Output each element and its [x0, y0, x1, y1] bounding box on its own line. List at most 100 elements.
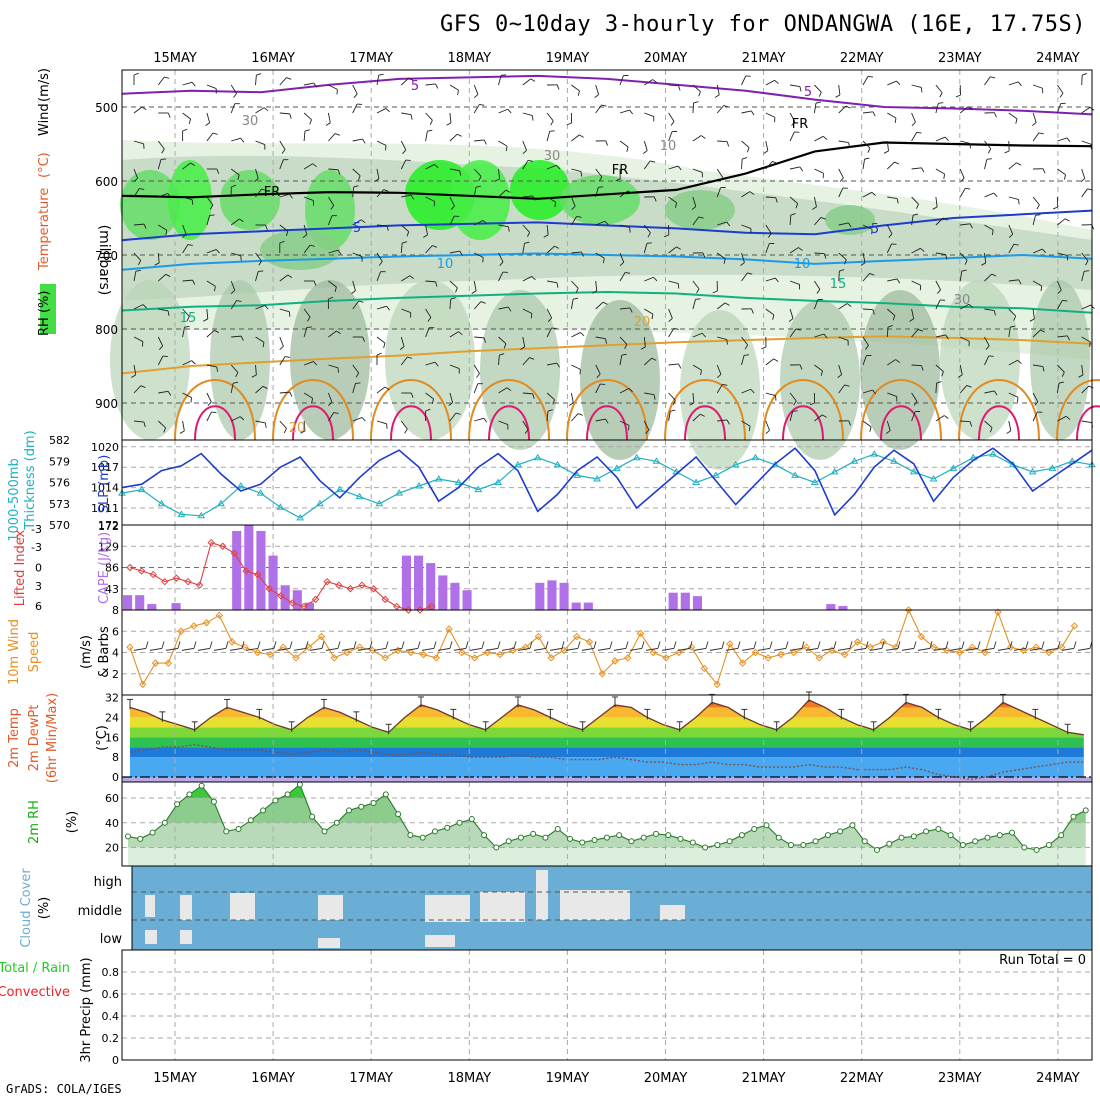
- wind-barb-flag: [677, 283, 680, 289]
- rh-marker: [1070, 813, 1077, 820]
- rh-marker: [309, 813, 316, 820]
- wind-barb: [230, 300, 237, 310]
- surface-wind-barb: [757, 647, 771, 651]
- thickness-marker: [553, 460, 562, 468]
- li-marker: [230, 549, 239, 558]
- isotherm-arc-30: [488, 405, 530, 441]
- wind-barb-flag: [530, 78, 536, 82]
- wind-barb-flag: [1042, 366, 1045, 372]
- wind-barb-flag: [406, 231, 410, 237]
- surface-wind-barb-flag: [353, 641, 357, 649]
- wind-barb-flag: [872, 309, 875, 315]
- contour-label: 15: [830, 277, 847, 292]
- wind-barb: [1057, 84, 1064, 94]
- wind-barb-flag: [1040, 285, 1043, 292]
- rh-marker: [910, 833, 917, 840]
- wind-barb: [814, 414, 823, 422]
- wind-barb: [133, 168, 139, 179]
- wind-barb: [643, 160, 651, 170]
- wind-barb: [1081, 107, 1091, 114]
- wind-barb-flag: [871, 191, 876, 196]
- wind-barb: [595, 104, 602, 114]
- li-marker: [393, 602, 401, 611]
- wind-barb: [473, 383, 479, 394]
- wind-barb-flag: [289, 193, 293, 199]
- rh-marker: [382, 791, 389, 798]
- wind-barb-flag: [182, 128, 188, 132]
- wind-barb: [862, 76, 869, 86]
- bottom-day-label: 19MAY: [546, 1071, 590, 1086]
- top-day-label: 21MAY: [742, 51, 786, 66]
- wind-barb: [546, 308, 553, 319]
- wind-barb: [230, 103, 236, 114]
- rh-marker: [763, 822, 770, 829]
- top-day-label: 22MAY: [840, 51, 884, 66]
- wind-barb: [498, 189, 507, 198]
- wind-tick-label: 2: [112, 668, 119, 681]
- temp-tick-label: 24: [105, 711, 119, 724]
- wind-barb: [813, 299, 819, 310]
- wind-barb-flag: [214, 329, 219, 333]
- wind-barb: [814, 333, 825, 338]
- wind-barb-flag: [556, 282, 559, 288]
- wind-barb: [279, 193, 290, 198]
- thickness-marker: [197, 511, 206, 519]
- wind-barb-flag: [626, 146, 629, 152]
- wind-barb: [1032, 392, 1039, 403]
- wind-barb: [789, 196, 798, 204]
- wind-barb: [619, 355, 623, 366]
- wind-barb: [157, 159, 162, 170]
- thickness-marker: [573, 471, 582, 478]
- wind-barb-flag: [499, 353, 505, 356]
- surface-wind-barb: [245, 647, 259, 651]
- wind-barb-flag: [1017, 359, 1022, 364]
- li-marker: [161, 577, 169, 586]
- isotherm-arc-25: [174, 379, 256, 441]
- wind-barb-flag: [258, 260, 262, 266]
- thickness-marker: [1028, 467, 1037, 475]
- wind-barb: [133, 304, 144, 310]
- temp-ylabel-1: 2m Temp: [7, 708, 22, 768]
- wind-barb-flag: [750, 110, 755, 116]
- wind-barb: [717, 221, 727, 226]
- contour-label: 5: [353, 221, 361, 236]
- wind-barb-flag: [479, 103, 485, 106]
- bottom-day-label: 23MAY: [938, 1071, 982, 1086]
- surface-wind-barb-flag: [1009, 641, 1013, 649]
- wind-barb: [376, 75, 380, 86]
- wind-speed-marker: [317, 632, 326, 641]
- wind-barb-flag: [663, 234, 669, 238]
- li-marker: [253, 570, 262, 579]
- thickness-marker: [613, 464, 621, 471]
- rh-marker: [788, 842, 795, 848]
- wind-barb: [935, 334, 946, 338]
- wind-barb-flag: [763, 150, 769, 154]
- wind-barb-flag: [751, 308, 754, 314]
- wind-barb-flag: [285, 356, 291, 358]
- cloud-block: [536, 870, 548, 920]
- rh-marker: [174, 801, 181, 808]
- thickness-marker: [494, 478, 503, 485]
- wind-barb: [1057, 218, 1066, 226]
- wind-speed-marker: [649, 648, 657, 657]
- cloud-level-low: low: [100, 932, 123, 947]
- surface-wind-barb: [565, 647, 579, 651]
- wind-barb-flag: [374, 178, 380, 182]
- wind-barb-flag: [556, 362, 560, 368]
- wind-barb-flag: [455, 287, 458, 293]
- isotherm-arc-30: [390, 405, 432, 441]
- rh-marker: [223, 828, 230, 835]
- li-tick-label: 0: [35, 562, 42, 575]
- wind-speed-marker: [266, 650, 275, 659]
- wind-barb-flag: [670, 121, 675, 126]
- wind-barb-flag: [678, 85, 681, 91]
- wind-tick-label: 4: [112, 647, 119, 660]
- wind-barb-flag: [327, 402, 333, 407]
- wind-speed-marker: [1045, 648, 1053, 657]
- surface-wind-barb: [869, 647, 883, 651]
- surface-wind-barb-flag: [465, 641, 469, 649]
- wind-barb-flag: [993, 192, 998, 197]
- wind-barb: [789, 328, 797, 338]
- surface-wind-barb: [1077, 647, 1091, 651]
- wind-barb-flag: [594, 94, 599, 99]
